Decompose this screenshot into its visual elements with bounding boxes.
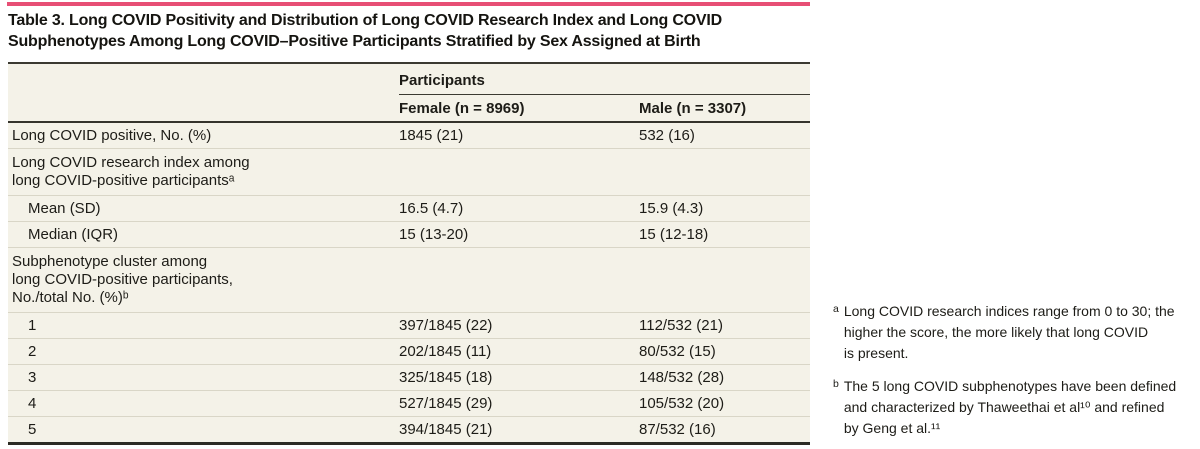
table-row: 3 325/1845 (18) 148/532 (28) — [8, 364, 810, 390]
row-value-female: 527/1845 (29) — [399, 395, 493, 412]
row-value-male: 532 (16) — [639, 127, 695, 144]
footnote-a-text: Long COVID research indices range from 0… — [843, 303, 1175, 361]
row-value-female: 16.5 (4.7) — [399, 200, 464, 217]
table-header: Participants Female (n = 8969) Male (n =… — [8, 64, 810, 123]
row-value-male: 15.9 (4.3) — [639, 200, 704, 217]
column-group-header: Participants — [399, 64, 810, 95]
row-label: 2 — [28, 343, 37, 360]
row-label: 3 — [28, 369, 37, 386]
column-header-female: Female (n = 8969) — [399, 100, 525, 117]
row-label: 4 — [28, 395, 37, 412]
footnote-b-text: The 5 long COVID subphenotypes have been… — [843, 378, 1177, 436]
row-label: Median (IQR) — [28, 226, 119, 243]
data-table: Participants Female (n = 8969) Male (n =… — [8, 62, 810, 445]
row-label: Long COVID positive, No. (%) — [12, 127, 212, 144]
row-label: 1 — [28, 317, 37, 334]
section-header-subphenotype-cluster: Subphenotype cluster among long COVID-po… — [8, 247, 810, 312]
row-value-male: 105/532 (20) — [639, 395, 725, 412]
footnote-a: a Long COVID research indices range from… — [833, 301, 1197, 364]
row-value-male: 148/532 (28) — [639, 369, 725, 386]
row-value-female: 15 (13-20) — [399, 226, 469, 243]
row-value-male: 15 (12-18) — [639, 226, 709, 243]
column-headers: Female (n = 8969) Male (n = 3307) — [8, 95, 810, 121]
table-row: 1 397/1845 (22) 112/532 (21) — [8, 312, 810, 338]
row-value-female: 394/1845 (21) — [399, 421, 493, 438]
row-label: Mean (SD) — [28, 200, 101, 217]
table-row: Long COVID positive, No. (%) 1845 (21) 5… — [8, 123, 810, 148]
table-row: 4 527/1845 (29) 105/532 (20) — [8, 390, 810, 416]
row-value-female: 397/1845 (22) — [399, 317, 493, 334]
footnote-a-marker: a — [833, 303, 839, 315]
footnote-b-marker: b — [833, 378, 839, 390]
column-header-male: Male (n = 3307) — [639, 100, 747, 117]
table-row: 5 394/1845 (21) 87/532 (16) — [8, 416, 810, 442]
row-value-female: 202/1845 (11) — [399, 343, 492, 360]
table-row: Mean (SD) 16.5 (4.7) 15.9 (4.3) — [8, 195, 810, 221]
table-row: Median (IQR) 15 (13-20) 15 (12-18) — [8, 221, 810, 247]
row-value-male: 80/532 (15) — [639, 343, 716, 360]
footnote-b: b The 5 long COVID subphenotypes have be… — [833, 376, 1197, 439]
row-value-female: 325/1845 (18) — [399, 369, 493, 386]
row-value-female: 1845 (21) — [399, 127, 464, 144]
footnotes: a Long COVID research indices range from… — [833, 301, 1197, 449]
table-title: Table 3. Long COVID Positivity and Distr… — [8, 12, 723, 50]
row-value-male: 87/532 (16) — [639, 421, 716, 438]
row-value-male: 112/532 (21) — [639, 317, 723, 334]
accent-bar — [7, 2, 810, 6]
table-row: 2 202/1845 (11) 80/532 (15) — [8, 338, 810, 364]
row-label: 5 — [28, 421, 37, 438]
table-body: Long COVID positive, No. (%) 1845 (21) 5… — [8, 123, 810, 442]
section-header-research-index: Long COVID research index among long COV… — [8, 148, 810, 195]
